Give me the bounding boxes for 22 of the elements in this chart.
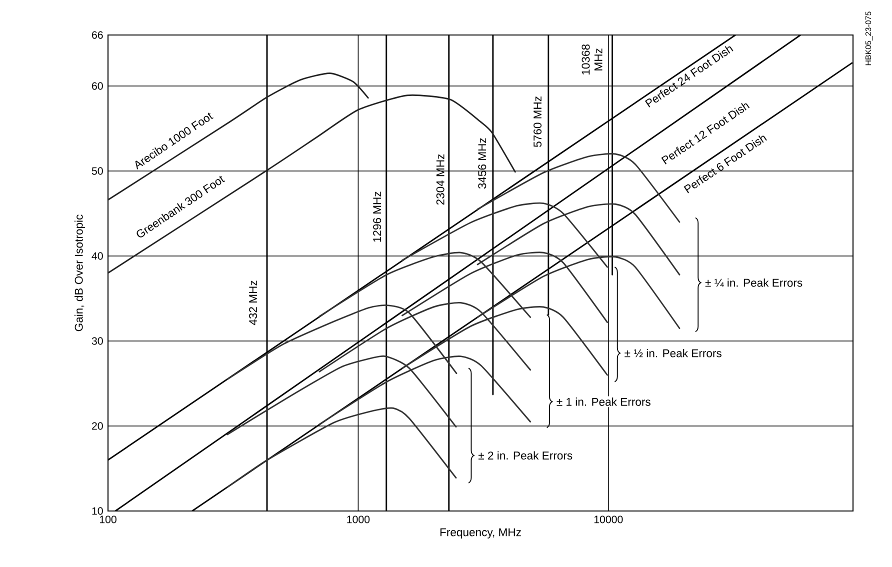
x-tick-label: 10000 <box>594 516 623 524</box>
text: 10368 MHz <box>582 44 602 74</box>
annotation: ± ¼ in. Peak Errors <box>705 278 802 287</box>
y-tick-label: 40 <box>92 252 103 260</box>
x-tick-label: 100 <box>100 516 116 524</box>
text: 3456 MHz <box>478 138 486 189</box>
y-tick-label: 20 <box>92 422 103 430</box>
text: 2304 MHz <box>436 154 444 205</box>
annotation: ± ½ in. Peak Errors <box>624 348 722 358</box>
y-axis-title: Gain, dB Over Isotropic <box>74 214 86 332</box>
y-tick-label: 50 <box>92 167 103 175</box>
y-tick-label: 60 <box>92 82 103 90</box>
text: 432 MHz <box>249 280 258 326</box>
y-tick-label: 10 <box>92 507 103 515</box>
text: 5760 MHz <box>534 96 542 147</box>
y-tick-label: 66 <box>92 31 103 39</box>
text: 1296 MHz <box>373 192 382 242</box>
x-axis-title: Frequency, MHz <box>440 528 521 538</box>
annotation: ± 2 in. Peak Errors <box>478 451 572 460</box>
annotation: ± 1 in. Peak Errors <box>556 398 650 406</box>
x-tick-label: 1000 <box>347 516 370 524</box>
y-tick-label: 30 <box>92 337 103 345</box>
